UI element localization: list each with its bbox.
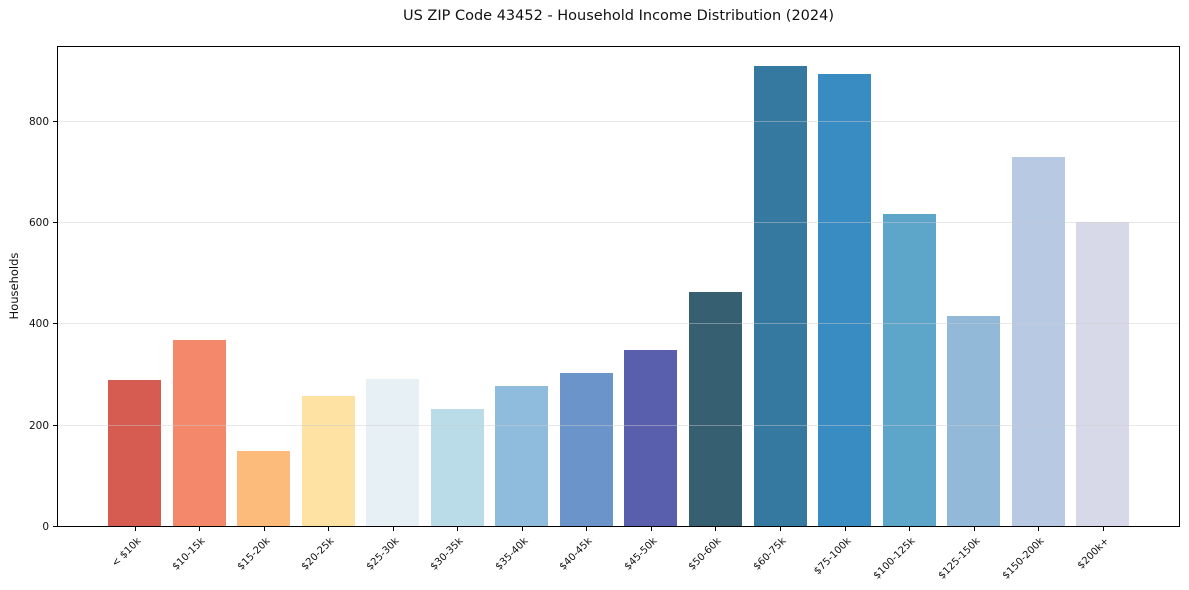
ytick-label-400: 400 bbox=[28, 318, 49, 331]
bar-35-40k bbox=[495, 385, 549, 526]
xtick-mark-4 bbox=[392, 527, 394, 531]
ytick-label-600: 600 bbox=[28, 217, 49, 230]
bar-25-30k bbox=[366, 379, 420, 526]
ytick-mark-400 bbox=[53, 323, 57, 325]
bar-40-45k bbox=[559, 372, 613, 526]
bar-10-15k bbox=[172, 339, 226, 526]
plot-area bbox=[57, 46, 1180, 527]
gridline-y-400 bbox=[58, 323, 1179, 325]
ytick-mark-0 bbox=[53, 526, 57, 527]
gridline-y-600 bbox=[58, 222, 1179, 224]
gridline-y-200 bbox=[58, 424, 1179, 426]
xtick-mark-3 bbox=[328, 527, 330, 531]
xtick-mark-7 bbox=[586, 527, 588, 531]
xtick-mark-9 bbox=[715, 527, 717, 531]
bar-150-200k bbox=[1011, 157, 1065, 526]
ytick-mark-600 bbox=[53, 222, 57, 224]
xtick-mark-15 bbox=[1102, 527, 1104, 531]
ytick-label-0: 0 bbox=[42, 521, 49, 533]
bar-125-150k bbox=[947, 316, 1001, 526]
xtick-mark-2 bbox=[263, 527, 265, 531]
bar-100-125k bbox=[882, 213, 936, 526]
xtick-label-10k: < $10k bbox=[109, 535, 143, 570]
xtick-mark-12 bbox=[909, 527, 911, 531]
ytick-mark-200 bbox=[53, 424, 57, 426]
ytick-label-800: 800 bbox=[28, 115, 49, 128]
bar-15-20k bbox=[237, 451, 291, 526]
bar-60-75k bbox=[753, 66, 807, 526]
xtick-mark-1 bbox=[199, 527, 201, 531]
ytick-mark-800 bbox=[53, 120, 57, 122]
xtick-mark-8 bbox=[650, 527, 652, 531]
bar-45-50k bbox=[624, 350, 678, 526]
xtick-mark-0 bbox=[134, 527, 136, 531]
bar-30-35k bbox=[430, 409, 484, 526]
chart-title: US ZIP Code 43452 - Household Income Dis… bbox=[402, 8, 835, 24]
bar-10k bbox=[108, 379, 161, 526]
xtick-mark-14 bbox=[1038, 527, 1040, 531]
xtick-mark-6 bbox=[521, 527, 523, 531]
xtick-mark-10 bbox=[780, 527, 781, 531]
bar-20-25k bbox=[301, 396, 355, 526]
ytick-label-200: 200 bbox=[28, 419, 49, 432]
gridline-y-800 bbox=[58, 120, 1179, 122]
bar-200k bbox=[1076, 222, 1130, 526]
xtick-mark-11 bbox=[844, 527, 846, 531]
bar-75-100k bbox=[818, 73, 872, 526]
xtick-mark-13 bbox=[973, 527, 975, 531]
xtick-mark-5 bbox=[457, 527, 459, 531]
bar-50-60k bbox=[688, 291, 742, 526]
